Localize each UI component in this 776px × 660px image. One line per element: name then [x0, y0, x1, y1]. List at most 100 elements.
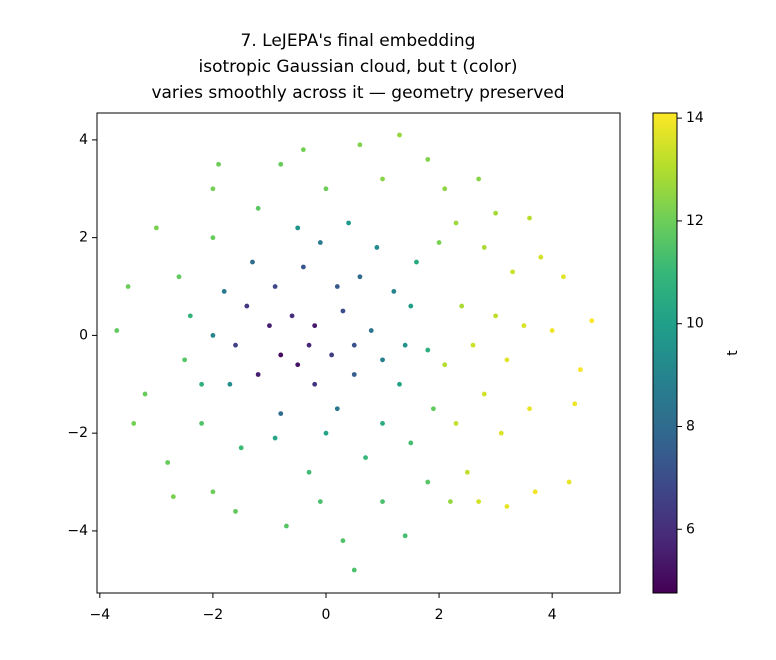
point: [357, 142, 363, 148]
chart-subtitle: varies smoothly across it — geometry pre…: [151, 83, 564, 103]
point: [493, 210, 499, 216]
y-tick-label: −4: [67, 523, 88, 539]
point: [227, 381, 233, 387]
chart-title: 7. LeJEPA's final embedding: [241, 31, 476, 51]
point: [453, 220, 459, 226]
point: [538, 254, 544, 260]
point: [498, 430, 504, 436]
point: [476, 499, 482, 504]
point: [210, 235, 216, 241]
point: [464, 469, 470, 475]
point: [210, 333, 216, 338]
point: [351, 342, 357, 348]
point: [408, 440, 414, 446]
point: [425, 479, 431, 485]
point: [442, 362, 448, 368]
point: [306, 342, 312, 348]
point: [221, 289, 227, 294]
point: [170, 494, 176, 500]
point: [504, 357, 510, 363]
point: [368, 328, 374, 333]
point: [323, 430, 329, 436]
point: [300, 147, 306, 153]
point: [131, 420, 137, 426]
point: [272, 284, 278, 289]
point: [425, 157, 431, 162]
point: [216, 161, 221, 167]
plot-frame: [96, 112, 621, 594]
point: [250, 259, 255, 265]
colorbar-tick-label: 8: [686, 418, 695, 434]
point: [391, 289, 397, 294]
point: [510, 269, 515, 275]
point: [312, 323, 318, 329]
point: [380, 176, 385, 182]
point: [380, 420, 385, 426]
point: [182, 357, 188, 363]
point: [267, 323, 272, 329]
point: [295, 362, 301, 368]
point: [244, 303, 250, 309]
point: [351, 567, 357, 573]
point: [459, 303, 465, 309]
point: [481, 391, 487, 397]
point: [187, 313, 193, 319]
point: [521, 323, 527, 329]
point: [199, 381, 205, 387]
point: [408, 303, 414, 309]
point: [549, 328, 555, 333]
point: [414, 259, 419, 265]
point: [289, 313, 295, 319]
point: [572, 401, 578, 407]
point: [176, 274, 182, 280]
point: [374, 245, 380, 250]
point: [238, 445, 244, 451]
point: [566, 479, 572, 485]
point: [272, 435, 278, 441]
point: [233, 342, 238, 348]
point: [233, 508, 238, 514]
point: [306, 469, 312, 475]
point: [436, 240, 442, 245]
point: [278, 352, 284, 358]
point: [397, 132, 402, 138]
point: [470, 342, 476, 348]
colorbar-tick-label: 6: [686, 521, 695, 537]
point: [476, 176, 482, 182]
point: [317, 499, 323, 504]
y-tick-label: 2: [79, 230, 88, 246]
point: [142, 391, 148, 397]
point: [278, 411, 284, 417]
point: [504, 504, 510, 509]
point: [380, 499, 385, 504]
point: [284, 523, 289, 529]
point: [402, 342, 408, 348]
point: [329, 352, 335, 358]
point: [312, 381, 318, 387]
point: [363, 455, 368, 461]
point: [527, 215, 532, 221]
chart-subtitle: isotropic Gaussian cloud, but t (color): [199, 57, 518, 77]
x-tick-label: 4: [548, 607, 557, 623]
point: [380, 357, 385, 363]
point: [357, 274, 363, 280]
colorbar: [652, 112, 678, 594]
point: [346, 220, 352, 226]
point: [431, 406, 436, 412]
point: [425, 347, 431, 353]
x-tick-label: −4: [90, 607, 111, 623]
point: [447, 499, 453, 504]
point: [334, 406, 340, 412]
point: [532, 489, 538, 495]
point: [351, 372, 357, 377]
point: [402, 533, 408, 539]
point: [323, 186, 329, 192]
point: [114, 328, 120, 333]
x-tick-label: 0: [322, 607, 331, 623]
colorbar-tick-label: 12: [686, 213, 704, 229]
point: [397, 381, 402, 387]
point: [153, 225, 159, 231]
x-tick-label: 2: [435, 607, 444, 623]
point: [527, 406, 532, 412]
